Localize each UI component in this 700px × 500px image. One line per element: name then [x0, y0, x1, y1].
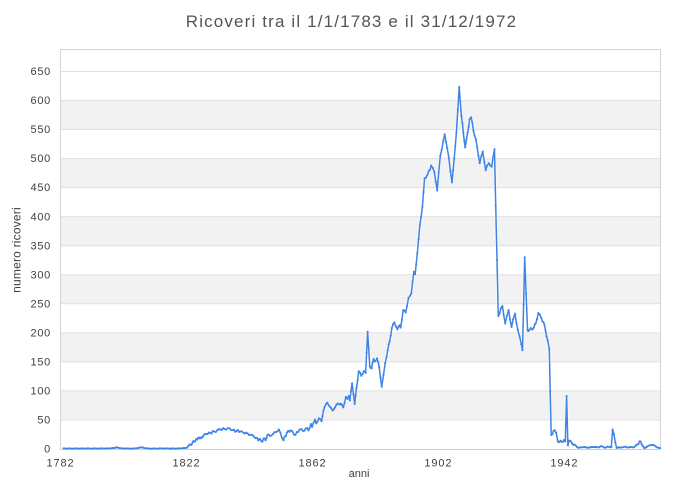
svg-text:650: 650: [31, 66, 51, 78]
svg-text:400: 400: [31, 211, 51, 223]
svg-text:1782: 1782: [46, 458, 74, 470]
svg-text:50: 50: [37, 415, 51, 427]
svg-text:1942: 1942: [550, 458, 578, 470]
svg-text:1902: 1902: [424, 458, 452, 470]
svg-text:anni: anni: [349, 468, 370, 480]
svg-text:450: 450: [31, 182, 51, 194]
svg-text:1822: 1822: [172, 458, 200, 470]
svg-text:1862: 1862: [298, 458, 326, 470]
svg-text:500: 500: [31, 153, 51, 165]
svg-text:150: 150: [31, 356, 51, 368]
svg-text:300: 300: [31, 269, 51, 281]
svg-text:100: 100: [31, 386, 51, 398]
svg-text:200: 200: [31, 327, 51, 339]
svg-text:numero ricoveri: numero ricoveri: [10, 207, 24, 293]
svg-text:550: 550: [31, 124, 51, 136]
svg-text:Ricoveri tra il 1/1/1783 e il: Ricoveri tra il 1/1/1783 e il 31/12/1972: [186, 12, 517, 31]
svg-text:0: 0: [44, 444, 51, 456]
svg-text:350: 350: [31, 240, 51, 252]
svg-text:250: 250: [31, 298, 51, 310]
svg-text:600: 600: [31, 95, 51, 107]
